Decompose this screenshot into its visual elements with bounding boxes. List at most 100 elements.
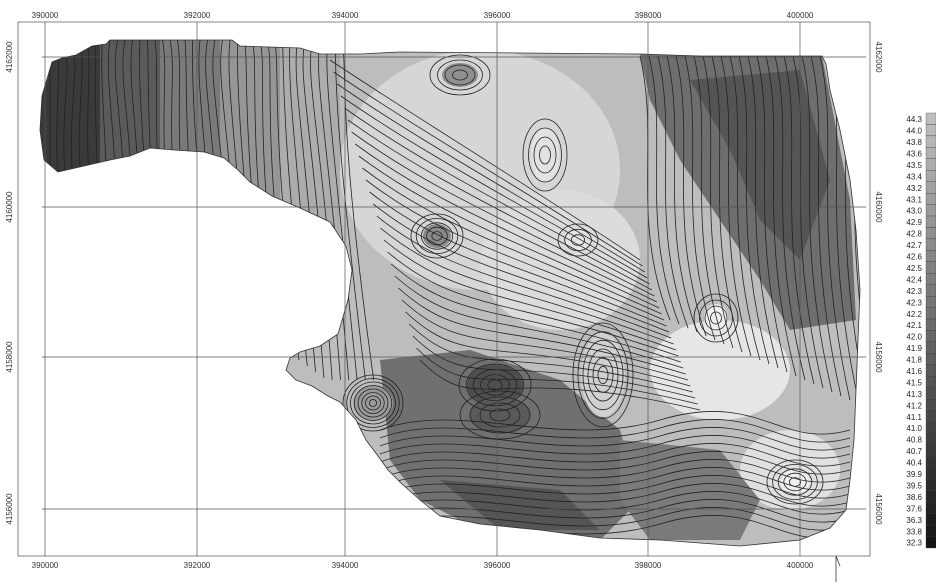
legend-swatch bbox=[925, 433, 936, 446]
legend-swatch bbox=[925, 135, 936, 148]
contour-line bbox=[810, 55, 842, 397]
legend: 44.3 44.0 43.8 43.6 43.5 43.4 43.2 43.1 43.0 42.9… bbox=[906, 112, 936, 549]
y-tick-label: 4158000 bbox=[874, 341, 883, 373]
contour-line bbox=[383, 239, 677, 351]
contour-line bbox=[408, 323, 693, 393]
legend-label: 41.8 bbox=[906, 356, 922, 365]
legend-swatch bbox=[925, 227, 936, 240]
contour-line bbox=[342, 40, 375, 381]
contour-line bbox=[657, 55, 689, 329]
y-axis-left: 4162000 4160000 4158000 4156000 bbox=[5, 41, 14, 525]
contour-ring bbox=[415, 217, 459, 254]
legend-swatch bbox=[925, 421, 936, 434]
contour-line bbox=[379, 419, 851, 443]
contour-line bbox=[336, 83, 646, 273]
contour-ring bbox=[346, 378, 400, 428]
legend-label: 42.3 bbox=[906, 298, 922, 307]
contour-line bbox=[783, 55, 815, 385]
contour-line bbox=[347, 119, 653, 291]
legend-label: 37.6 bbox=[906, 504, 922, 513]
contour-line bbox=[666, 55, 698, 333]
contour-line bbox=[329, 59, 641, 261]
legend-label: 42.2 bbox=[906, 310, 922, 319]
contour-ring bbox=[368, 399, 378, 407]
legend-swatch bbox=[925, 112, 936, 125]
legend-swatch bbox=[925, 467, 936, 480]
legend-swatch bbox=[925, 147, 936, 159]
contour-ring bbox=[479, 402, 521, 428]
contour-ring bbox=[431, 231, 443, 241]
contour-line bbox=[351, 131, 655, 297]
contour-line bbox=[801, 55, 833, 393]
legend-label: 41.2 bbox=[906, 401, 922, 410]
legend-label: 41.1 bbox=[906, 413, 922, 422]
contour-ring bbox=[350, 381, 396, 425]
contour-ring bbox=[487, 379, 503, 391]
contour-line bbox=[379, 451, 851, 475]
x-tick-label: 390000 bbox=[32, 11, 59, 20]
legend-label: 39.5 bbox=[906, 481, 922, 490]
x-tick-label: 390000 bbox=[32, 561, 59, 570]
legend-label: 40.4 bbox=[906, 459, 922, 468]
y-tick-label: 4158000 bbox=[5, 341, 14, 373]
contour-ring bbox=[572, 322, 634, 428]
x-tick-label: 394000 bbox=[332, 11, 359, 20]
contour-line bbox=[379, 491, 851, 515]
legend-swatch bbox=[925, 330, 936, 343]
contour-line bbox=[380, 227, 674, 345]
legend-label: 43.8 bbox=[906, 138, 922, 147]
contour-line bbox=[376, 215, 672, 339]
legend-label: 42.7 bbox=[906, 241, 922, 250]
contour-ring bbox=[365, 395, 381, 411]
contour-ring bbox=[459, 390, 541, 440]
legend-label: 42.6 bbox=[906, 253, 922, 262]
contour-line bbox=[401, 299, 689, 381]
x-tick-label: 398000 bbox=[635, 561, 662, 570]
contour-ring bbox=[570, 234, 586, 246]
contour-line bbox=[639, 55, 671, 321]
contour-line bbox=[379, 483, 851, 507]
contour-ring bbox=[489, 408, 511, 422]
contour-line bbox=[369, 191, 667, 327]
contour-line bbox=[405, 311, 691, 387]
y-tick-label: 4162000 bbox=[5, 41, 14, 73]
contour-line bbox=[362, 167, 662, 315]
legend-label: 41.9 bbox=[906, 344, 922, 353]
contour-line bbox=[711, 55, 743, 353]
contour-line bbox=[334, 40, 366, 381]
legend-label: 43.1 bbox=[906, 195, 922, 204]
contour-line bbox=[333, 71, 643, 267]
contour-ring bbox=[452, 69, 468, 81]
contour-ring bbox=[539, 145, 551, 165]
contour-line bbox=[379, 435, 851, 459]
legend-swatch bbox=[925, 410, 936, 423]
contour-ring bbox=[429, 54, 491, 96]
legend-label: 38.6 bbox=[906, 493, 922, 502]
contour-line bbox=[365, 179, 665, 321]
legend-swatch bbox=[925, 158, 936, 171]
contour-ring bbox=[357, 388, 389, 418]
x-tick-label: 396000 bbox=[484, 11, 511, 20]
y-tick-label: 4156000 bbox=[5, 493, 14, 525]
contour-line bbox=[379, 427, 851, 451]
contour-line bbox=[416, 347, 698, 405]
legend-label: 32.3 bbox=[906, 539, 922, 548]
contour-line bbox=[379, 499, 851, 523]
contour-line bbox=[379, 467, 851, 491]
contour-ring bbox=[597, 365, 609, 385]
legend-swatch bbox=[925, 399, 936, 411]
contour-line bbox=[419, 359, 701, 411]
contour-ring bbox=[522, 118, 568, 192]
contour-line bbox=[738, 55, 770, 365]
legend-swatch bbox=[925, 273, 936, 285]
legend-label: 43.4 bbox=[906, 172, 922, 181]
contour-line bbox=[675, 55, 707, 337]
contour-ring bbox=[699, 299, 733, 337]
legend-label: 42.1 bbox=[906, 321, 922, 330]
contour-line bbox=[394, 275, 684, 369]
contour-line bbox=[390, 263, 681, 363]
contour-line bbox=[379, 443, 851, 467]
contour-line bbox=[358, 155, 660, 309]
legend-label: 41.0 bbox=[906, 424, 922, 433]
legend-swatch bbox=[925, 353, 936, 365]
